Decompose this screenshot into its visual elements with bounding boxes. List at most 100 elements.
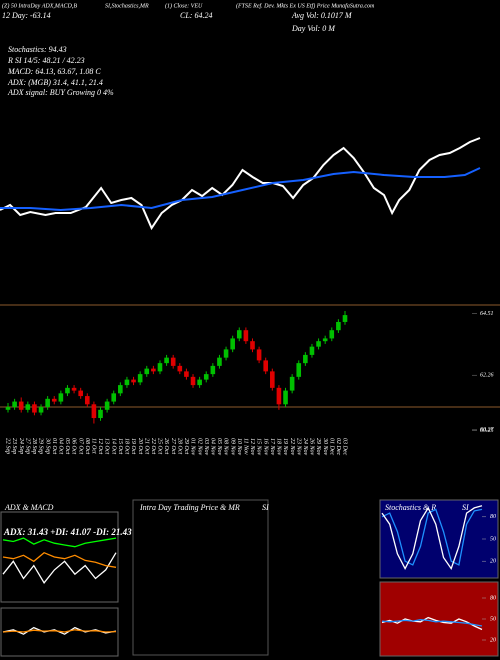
candle-body — [25, 404, 31, 410]
candle-body — [236, 330, 242, 339]
candle-body — [111, 393, 117, 402]
x-tick-label: 27 Sep — [24, 438, 30, 454]
x-tick-label: 30 Sep — [44, 437, 50, 454]
candle-body — [296, 363, 302, 377]
candle-body — [170, 357, 176, 366]
candle-body — [12, 401, 17, 408]
candle-body — [289, 376, 295, 391]
panel-title: Intra Day Trading Price & MR — [139, 503, 240, 512]
candle-body — [38, 407, 44, 413]
candle-body — [65, 387, 70, 394]
candle-body — [58, 393, 64, 402]
x-tick-label: 22 Oct — [150, 438, 156, 454]
x-tick-label: 07 Oct — [77, 438, 83, 454]
day-volume: Day Vol: 0 M — [291, 24, 336, 33]
candle-body — [177, 365, 183, 372]
candle-body — [164, 357, 169, 364]
candle-body — [303, 354, 308, 364]
candle-body — [32, 404, 37, 413]
series-line — [381, 508, 483, 566]
x-tick-label: 06 Oct — [71, 438, 77, 454]
x-tick-label: 29 Oct — [183, 438, 189, 454]
candle-body — [342, 315, 348, 322]
x-tick-label: 10 Nov — [236, 438, 242, 456]
candle-body — [98, 409, 103, 419]
candle-body — [316, 341, 321, 347]
x-tick-label: 21 Oct — [143, 438, 149, 454]
candle-body — [197, 379, 202, 386]
x-tick-label: 14 Oct — [110, 438, 117, 454]
candle-body — [131, 379, 136, 383]
candle-body — [276, 387, 282, 405]
candle-body — [190, 376, 196, 386]
adx-label: ADX: (MGB) 31.4, 41.1, 21.4 — [7, 78, 103, 87]
header-text: (FTSE Ref. Dev. Mkts Ex US Etf) Price Mu… — [236, 2, 375, 9]
candle-body — [250, 341, 255, 350]
y-tick-label: 62.26 — [480, 373, 494, 379]
candle-body — [263, 360, 269, 372]
series-line — [2, 537, 117, 548]
x-tick-label: 29 Sep — [38, 438, 44, 454]
x-tick-label: 01 Dec — [328, 438, 334, 455]
series-line — [381, 505, 483, 571]
series-line — [0, 167, 481, 212]
candle-body — [210, 365, 216, 375]
x-tick-label: 18 Nov — [276, 438, 282, 456]
panel-subtitle: ADX: 31.43 +DI: 41.07 -DI: 21.43 — [3, 527, 132, 537]
candle-body — [217, 357, 222, 366]
y-tick-label: 80 — [490, 595, 496, 601]
candle-body — [45, 398, 50, 408]
candle-body — [151, 368, 156, 372]
x-tick-label: 08 Oct — [84, 438, 90, 454]
candle-body — [203, 374, 209, 380]
x-tick-label: 25 Oct — [157, 438, 163, 454]
series-line — [2, 629, 117, 633]
panel-title: SI — [462, 503, 469, 512]
x-tick-label: 02 Nov — [196, 438, 202, 456]
y-tick-label: 50 — [490, 616, 496, 622]
x-tick-label: 19 Oct — [130, 438, 136, 454]
y-tick-label: 20 — [490, 559, 496, 565]
x-tick-label: 03 Dec — [342, 438, 348, 455]
candle-body — [18, 401, 24, 410]
x-tick-label: 27 Oct — [170, 438, 176, 454]
x-tick-label: 24 Nov — [302, 438, 309, 456]
x-tick-label: 24 Sep — [18, 438, 25, 454]
x-tick-label: 01 Nov — [190, 438, 196, 456]
candle-body — [78, 390, 83, 397]
x-tick-label: 04 Nov — [209, 438, 216, 456]
x-tick-label: 23 Nov — [295, 438, 301, 456]
candle-body — [137, 374, 143, 383]
candle-body — [51, 398, 57, 402]
candle-body — [184, 371, 189, 377]
adx-signal: ADX signal: BUY Growing 0 4% — [7, 88, 114, 97]
candle-body — [336, 321, 341, 331]
y-tick-label: 60.27 — [480, 427, 495, 433]
series-line — [0, 137, 481, 231]
candle-body — [118, 385, 123, 394]
x-tick-label: 18 Oct — [124, 438, 130, 454]
close-label: CL: 64.24 — [180, 11, 212, 20]
candle-body — [91, 404, 97, 419]
x-tick-label: 05 Oct — [64, 438, 70, 454]
x-tick-label: 05 Nov — [216, 438, 222, 456]
x-tick-label: 22 Sep — [5, 438, 11, 454]
header-text: (1) Close: VEU — [165, 2, 203, 9]
x-tick-label: 11 Nov — [243, 438, 249, 455]
x-tick-label: 20 Oct — [137, 438, 143, 454]
x-tick-label: 12 Nov — [249, 438, 255, 456]
candle-body — [309, 346, 315, 355]
candle-body — [283, 390, 288, 405]
x-tick-label: 03 Nov — [203, 438, 209, 456]
day-change: 12 Day: -63.14 — [2, 11, 51, 20]
x-tick-label: 26 Nov — [309, 438, 315, 456]
macd-label: MACD: 64.13, 63.67, 1.08 C — [7, 67, 101, 76]
x-tick-label: 30 Nov — [322, 437, 328, 456]
x-tick-label: 16 Nov — [262, 438, 268, 456]
x-tick-label: 04 Oct — [57, 438, 64, 454]
candle-body — [84, 396, 90, 405]
y-tick-label: 50 — [490, 536, 496, 542]
x-tick-label: 19 Nov — [282, 438, 288, 456]
y-tick-label: 20 — [490, 637, 496, 643]
x-tick-label: 23 Sep — [11, 438, 17, 454]
